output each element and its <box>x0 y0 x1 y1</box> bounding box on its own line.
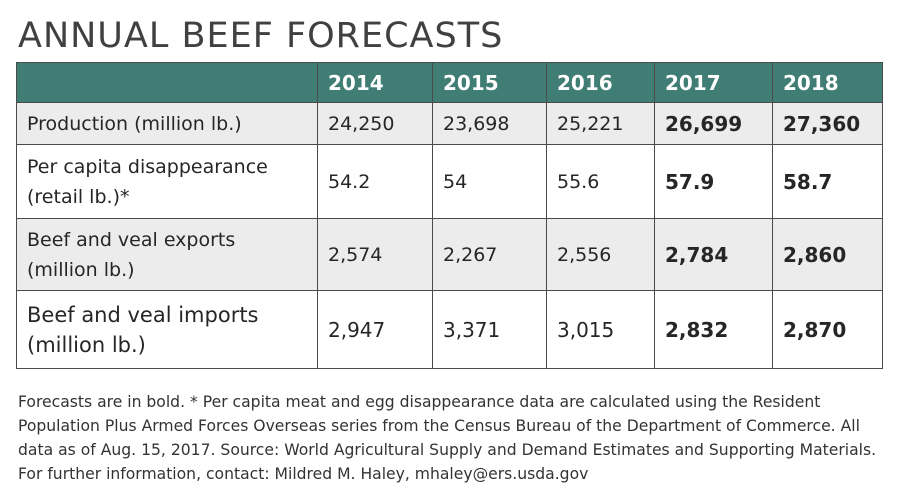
page-title: ANNUAL BEEF FORECASTS <box>18 16 504 56</box>
table-cell-forecast: 58.7 <box>772 144 883 219</box>
row-label-line1: Production (million lb.) <box>27 112 242 135</box>
table-header-row: 2014 2015 2016 2017 2018 <box>16 62 883 103</box>
row-label-line2: (million lb.) <box>27 332 146 357</box>
row-label: Beef and veal imports (million lb.) <box>16 290 318 369</box>
row-label-line1: Beef and veal imports <box>27 302 259 327</box>
table-cell: 54.2 <box>317 144 433 219</box>
header-year-2016: 2016 <box>546 62 655 103</box>
table-cell: 25,221 <box>546 102 655 145</box>
table-cell: 3,371 <box>432 290 547 369</box>
table-row-production: Production (million lb.) 24,250 23,698 2… <box>16 102 883 145</box>
table-cell-forecast: 26,699 <box>654 102 773 145</box>
table-cell: 24,250 <box>317 102 433 145</box>
header-year-2014: 2014 <box>317 62 433 103</box>
header-year-2018: 2018 <box>772 62 883 103</box>
row-label-line2: (retail lb.)* <box>27 185 130 208</box>
table-cell-forecast: 27,360 <box>772 102 883 145</box>
row-label-line2: (million lb.) <box>27 258 135 281</box>
header-year-2015: 2015 <box>432 62 547 103</box>
table-cell: 55.6 <box>546 144 655 219</box>
row-label-line1: Beef and veal exports <box>27 228 236 251</box>
table-cell: 2,574 <box>317 218 433 291</box>
beef-forecast-table: 2014 2015 2016 2017 2018 Production (mil… <box>16 62 883 369</box>
row-label: Beef and veal exports (million lb.) <box>16 218 318 291</box>
table-cell-forecast: 57.9 <box>654 144 773 219</box>
row-label: Per capita disappearance (retail lb.)* <box>16 144 318 219</box>
table-cell: 2,556 <box>546 218 655 291</box>
row-label: Production (million lb.) <box>16 102 318 145</box>
table-cell: 2,267 <box>432 218 547 291</box>
table-cell: 54 <box>432 144 547 219</box>
footnote: Forecasts are in bold. * Per capita meat… <box>18 393 877 483</box>
table-cell-forecast: 2,860 <box>772 218 883 291</box>
table-cell: 2,947 <box>317 290 433 369</box>
header-blank-cell <box>16 62 318 103</box>
table-row-per-capita: Per capita disappearance (retail lb.)* 5… <box>16 144 883 219</box>
table-row-exports: Beef and veal exports (million lb.) 2,57… <box>16 218 883 291</box>
table-cell-forecast: 2,784 <box>654 218 773 291</box>
table-cell: 23,698 <box>432 102 547 145</box>
table-cell: 3,015 <box>546 290 655 369</box>
header-year-2017: 2017 <box>654 62 773 103</box>
row-label-line1: Per capita disappearance <box>27 155 268 178</box>
table-cell-forecast: 2,832 <box>654 290 773 369</box>
table-row-imports: Beef and veal imports (million lb.) 2,94… <box>16 290 883 369</box>
table-cell-forecast: 2,870 <box>772 290 883 369</box>
